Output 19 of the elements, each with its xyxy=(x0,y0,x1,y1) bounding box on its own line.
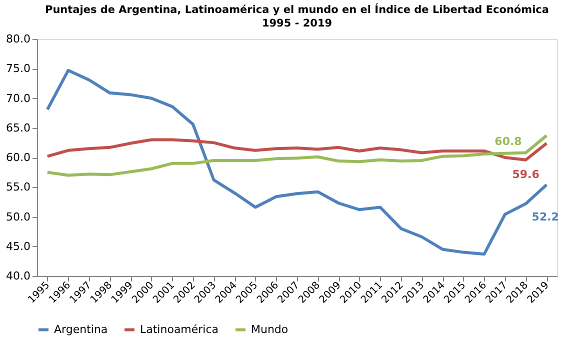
y-tick-label: 65.0 xyxy=(6,121,30,134)
y-tick-label: 50.0 xyxy=(6,210,30,224)
line-series xyxy=(46,138,548,162)
y-tick-label: 70.0 xyxy=(6,92,30,105)
chart-title: Puntajes de Argentina, Latinoamérica y el mundo en el Índice de Libertad Económica xyxy=(45,3,549,16)
data-label: 60.8 xyxy=(494,134,522,148)
data-label: 52.2 xyxy=(532,210,559,224)
y-tick-label: 45.0 xyxy=(6,240,30,253)
y-tick-label: 75.0 xyxy=(6,62,30,76)
chart-subtitle: 1995 - 2019 xyxy=(262,18,332,30)
data-label: 59.6 xyxy=(512,168,540,181)
line-series xyxy=(46,134,548,177)
y-tick-label: 40.0 xyxy=(6,270,30,282)
legend-label: Argentina xyxy=(54,322,108,336)
legend-label: Mundo xyxy=(251,322,288,336)
y-tick-label: 80.0 xyxy=(6,32,30,46)
legend-label: Latinoamérica xyxy=(140,322,219,336)
y-tick-label: 60.0 xyxy=(6,151,30,164)
y-tick-label: 55.0 xyxy=(6,180,30,194)
